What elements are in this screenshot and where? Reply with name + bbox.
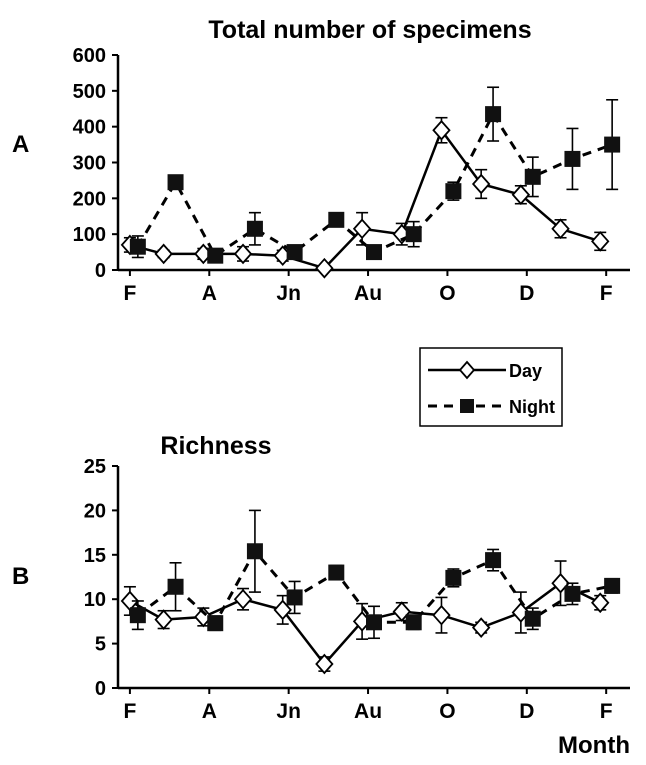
panel-b-plot: 0 5 10 15 20 25 F A Jn Au O D F bbox=[84, 456, 630, 723]
night-data-point bbox=[485, 552, 502, 569]
y-tick-label: 400 bbox=[73, 117, 106, 139]
x-tick-label: F bbox=[123, 282, 136, 305]
x-tick-label: Au bbox=[354, 700, 382, 723]
day-data-point bbox=[392, 601, 411, 622]
day-data-point bbox=[511, 184, 531, 206]
night-data-point bbox=[129, 238, 146, 255]
panel-a-plot: 0 100 200 300 400 500 600 F A Jn Au O D F bbox=[73, 45, 630, 305]
night-data-point bbox=[207, 247, 224, 264]
day-data-point bbox=[352, 218, 372, 240]
day-data-point bbox=[315, 257, 334, 279]
day-data-point bbox=[511, 602, 531, 623]
panel-b-letter: B bbox=[12, 563, 29, 590]
y-tick-label: 15 bbox=[84, 545, 106, 567]
x-tick-label: D bbox=[519, 282, 534, 305]
legend-night-label: Night bbox=[509, 397, 555, 417]
night-data-point bbox=[286, 244, 303, 261]
night-data-point bbox=[445, 569, 462, 586]
night-data-point bbox=[405, 226, 422, 243]
night-data-point bbox=[604, 577, 621, 594]
night-data-point bbox=[328, 564, 345, 581]
panel-a-chart: Total number of specimens A 0 100 200 300 40… bbox=[12, 16, 630, 305]
panel-b-title: Richness bbox=[160, 432, 271, 460]
day-data-point bbox=[233, 243, 253, 265]
night-data-point bbox=[604, 136, 621, 153]
x-tick-label: O bbox=[439, 700, 455, 723]
day-data-point bbox=[551, 572, 570, 594]
y-tick-label: 0 bbox=[95, 678, 106, 700]
x-tick-label: A bbox=[202, 700, 217, 723]
day-data-point bbox=[432, 604, 451, 626]
night-data-point bbox=[246, 543, 263, 560]
y-tick-label: 200 bbox=[73, 188, 106, 210]
night-data-point bbox=[286, 589, 303, 606]
legend-night-marker bbox=[460, 399, 474, 413]
legend-day-marker bbox=[458, 360, 476, 380]
x-tick-label: A bbox=[202, 282, 217, 305]
day-data-point bbox=[471, 173, 491, 195]
night-data-point bbox=[129, 607, 146, 624]
night-data-point bbox=[405, 614, 422, 631]
night-data-point bbox=[564, 150, 581, 167]
day-data-point bbox=[551, 218, 570, 240]
night-data-point bbox=[366, 614, 382, 631]
y-tick-label: 100 bbox=[73, 224, 106, 246]
night-data-point bbox=[328, 211, 345, 228]
y-tick-label: 600 bbox=[73, 45, 106, 67]
day-data-point bbox=[591, 230, 610, 252]
day-data-point bbox=[591, 592, 610, 614]
legend: Day Night bbox=[419, 347, 563, 427]
night-data-point bbox=[445, 183, 462, 200]
night-data-point bbox=[524, 168, 541, 185]
night-series-line bbox=[136, 111, 613, 258]
y-tick-label: 20 bbox=[84, 500, 106, 522]
day-data-point bbox=[233, 588, 253, 610]
night-data-point bbox=[246, 220, 263, 237]
night-series-line bbox=[136, 548, 613, 626]
x-tick-label: Jn bbox=[276, 282, 301, 305]
day-data-point bbox=[432, 119, 451, 141]
legend-box bbox=[419, 347, 563, 427]
y-tick-label: 0 bbox=[95, 260, 106, 282]
y-tick-label: 500 bbox=[73, 81, 106, 103]
night-data-point bbox=[485, 106, 502, 123]
x-tick-label: D bbox=[519, 700, 534, 723]
day-data-point bbox=[471, 617, 491, 638]
day-data-point bbox=[154, 609, 173, 630]
x-tick-label: F bbox=[600, 282, 613, 305]
x-tick-label: Jn bbox=[276, 700, 301, 723]
panel-b-chart: Richness B 0 5 10 15 20 25 F A Jn Au O D F Month bbox=[12, 432, 630, 759]
x-tick-label: F bbox=[600, 700, 613, 723]
y-tick-label: 5 bbox=[95, 634, 106, 656]
panel-a-letter: A bbox=[12, 131, 29, 158]
day-data-point bbox=[154, 243, 173, 265]
x-tick-label: O bbox=[439, 282, 455, 305]
night-data-point bbox=[167, 578, 184, 595]
night-data-point bbox=[524, 610, 541, 627]
night-data-point bbox=[366, 244, 382, 261]
y-tick-label: 10 bbox=[84, 589, 106, 611]
x-axis-label: Month bbox=[558, 732, 630, 759]
night-data-point bbox=[167, 174, 184, 191]
y-tick-label: 300 bbox=[73, 153, 106, 175]
panel-a-title: Total number of specimens bbox=[208, 16, 531, 44]
legend-day-label: Day bbox=[509, 361, 542, 381]
x-tick-label: F bbox=[123, 700, 136, 723]
x-tick-label: Au bbox=[354, 282, 382, 305]
night-data-point bbox=[564, 585, 581, 602]
y-tick-label: 25 bbox=[84, 456, 106, 478]
night-data-point bbox=[207, 615, 224, 632]
day-data-point bbox=[315, 653, 334, 675]
